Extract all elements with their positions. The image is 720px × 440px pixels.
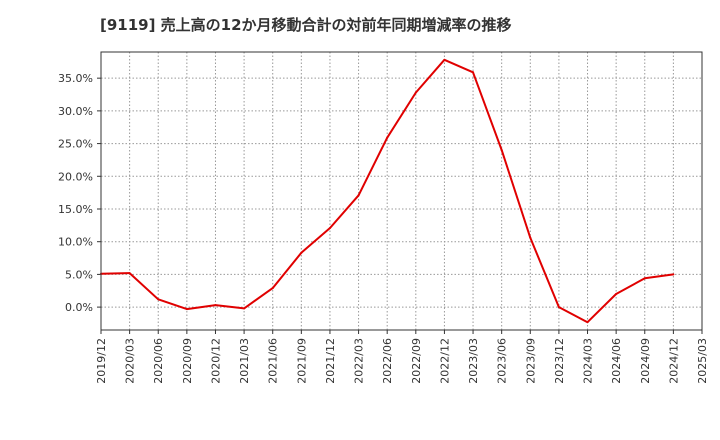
data-point	[386, 136, 389, 139]
x-tick-label: 2024/09	[639, 338, 652, 384]
grid-lines	[97, 52, 703, 334]
data-point	[414, 91, 417, 94]
data-point	[443, 58, 446, 61]
x-tick-label: 2023/12	[553, 338, 566, 384]
x-tick-label: 2023/06	[496, 338, 509, 384]
data-point	[185, 308, 188, 311]
x-tick-label: 2020/06	[152, 338, 165, 384]
y-tick-label: 15.0%	[58, 203, 93, 216]
x-tick-labels: 2019/12 2020/03 2020/06 2020/09 2020/12 2021/…	[95, 338, 709, 384]
x-tick-label: 2022/03	[353, 338, 366, 384]
data-point	[672, 273, 675, 276]
chart-title: [9119] 売上高の12か月移動合計の対前年同期増減率の推移	[100, 16, 512, 34]
data-point	[472, 71, 475, 74]
x-tick-label: 2022/06	[381, 338, 394, 384]
data-point	[615, 293, 618, 296]
y-tick-label: 5.0%	[65, 268, 93, 281]
data-point	[500, 149, 503, 152]
data-point	[643, 277, 646, 280]
x-tick-label: 2019/12	[95, 338, 108, 384]
x-tick-label: 2024/06	[610, 338, 623, 384]
data-point	[243, 307, 246, 310]
data-point	[214, 304, 217, 307]
data-point	[557, 306, 560, 309]
x-tick-label: 2021/09	[295, 338, 308, 384]
data-point	[328, 226, 331, 229]
x-tick-label: 2021/06	[267, 338, 280, 384]
x-tick-label: 2021/12	[324, 338, 337, 384]
plot-frame	[100, 51, 703, 331]
x-tick-label: 2022/09	[410, 338, 423, 384]
data-point	[529, 236, 532, 239]
y-tick-labels: 0.0% 5.0% 10.0% 15.0% 20.0% 25.0% 30.0% 35.0%	[58, 72, 93, 314]
data-point	[300, 251, 303, 254]
y-tick-label: 10.0%	[58, 236, 93, 249]
data-point	[357, 194, 360, 197]
x-tick-label: 2025/03	[696, 338, 709, 384]
x-tick-label: 2022/12	[438, 338, 451, 384]
x-tick-label: 2024/03	[582, 338, 595, 384]
x-tick-label: 2020/09	[181, 338, 194, 384]
x-tick-label: 2020/12	[209, 338, 222, 384]
data-point	[157, 298, 160, 301]
y-tick-label: 25.0%	[58, 138, 93, 151]
x-tick-label: 2020/03	[124, 338, 137, 384]
y-tick-label: 35.0%	[58, 72, 93, 85]
data-point	[128, 272, 131, 275]
x-tick-label: 2021/03	[238, 338, 251, 384]
series-layer	[100, 58, 675, 324]
series-line	[100, 58, 674, 324]
y-tick-label: 0.0%	[65, 301, 93, 314]
y-tick-label: 30.0%	[58, 105, 93, 118]
x-tick-label: 2023/09	[524, 338, 537, 384]
x-tick-label: 2024/12	[667, 338, 680, 384]
data-point	[586, 321, 589, 324]
data-point	[271, 287, 274, 290]
x-tick-label: 2023/03	[467, 338, 480, 384]
y-tick-label: 20.0%	[58, 170, 93, 183]
